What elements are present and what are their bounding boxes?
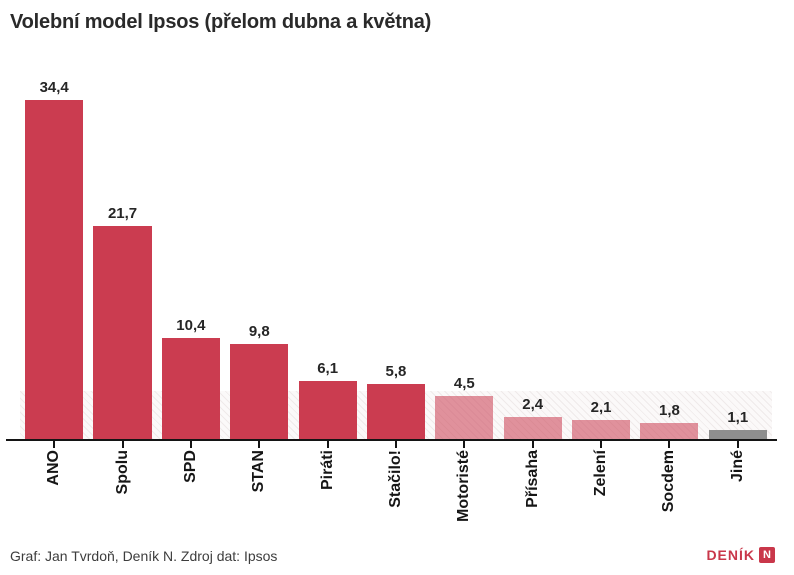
axis-tick xyxy=(736,441,739,448)
bar xyxy=(366,384,426,441)
logo-wordmark: DENÍK xyxy=(706,547,755,563)
tick-cell xyxy=(635,441,703,448)
bar xyxy=(708,430,767,441)
x-label-cell: Spolu xyxy=(88,450,156,546)
x-label-cell: Jiné xyxy=(704,450,772,546)
bar-slot: 1,8 xyxy=(635,75,703,441)
x-axis-ticks xyxy=(20,441,772,448)
bar-value-label: 2,4 xyxy=(522,396,544,413)
axis-tick xyxy=(668,441,671,448)
bars-container: 34,4 21,7 10,4 9,8 6,1 5,8 4,5 2,4 2,1 1,8 1,1 xyxy=(20,75,772,441)
tick-cell xyxy=(362,441,430,448)
bar-value-label: 1,1 xyxy=(727,409,749,426)
bar xyxy=(93,226,152,441)
bar-slot: 34,4 xyxy=(20,75,88,441)
x-label-cell: SPD xyxy=(157,450,225,546)
x-label-cell: Zelení xyxy=(567,450,635,546)
axis-tick xyxy=(258,441,261,448)
plot-area: 34,4 21,7 10,4 9,8 6,1 5,8 4,5 2,4 2,1 1,8 1,1 xyxy=(20,75,772,441)
x-axis-label: STAN xyxy=(250,450,268,493)
bar xyxy=(298,381,357,441)
x-label-cell: Piráti xyxy=(293,450,361,546)
footer-credit: Graf: Jan Tvrdoň, Deník N. Zdroj dat: Ip… xyxy=(10,548,278,564)
tick-cell xyxy=(225,441,293,448)
tick-cell xyxy=(499,441,567,448)
bar-value-label: 9,8 xyxy=(248,323,270,340)
tick-cell xyxy=(430,441,498,448)
x-axis-label: Jiné xyxy=(728,450,746,483)
bar-slot: 6,1 xyxy=(293,75,361,441)
chart-title: Volební model Ipsos (přelom dubna a květ… xyxy=(10,11,432,33)
x-label-cell: Socdem xyxy=(635,450,703,546)
axis-tick xyxy=(189,441,192,448)
axis-tick xyxy=(326,441,329,448)
axis-tick xyxy=(53,441,56,448)
bar xyxy=(161,338,220,441)
x-axis-label: Motoristé xyxy=(455,450,473,522)
bar-value-label: 5,8 xyxy=(385,363,407,380)
logo-n-badge: N xyxy=(759,547,775,563)
bar-slot: 2,1 xyxy=(567,75,635,441)
x-axis-line xyxy=(6,439,777,441)
x-axis-label: Spolu xyxy=(113,450,131,495)
bar-value-label: 10,4 xyxy=(176,317,206,334)
axis-tick xyxy=(121,441,124,448)
x-axis-label: Přísaha xyxy=(523,450,541,508)
x-axis-labels: ANO Spolu SPD STAN Piráti Stačilo! Motoristé Př… xyxy=(20,450,772,546)
bar-value-label: 1,8 xyxy=(658,402,680,419)
tick-cell xyxy=(20,441,88,448)
x-label-cell: Přísaha xyxy=(499,450,567,546)
x-axis-label: Stačilo! xyxy=(386,450,404,508)
bar-value-label: 4,5 xyxy=(453,375,475,392)
tick-cell xyxy=(567,441,635,448)
bar xyxy=(640,423,699,441)
denik-n-logo: DENÍK N xyxy=(706,547,775,563)
bar-slot: 5,8 xyxy=(362,75,430,441)
bar-slot: 2,4 xyxy=(499,75,567,441)
bar-slot: 9,8 xyxy=(225,75,293,441)
bar-slot: 10,4 xyxy=(157,75,225,441)
bar-slot: 1,1 xyxy=(704,75,772,441)
bar-slot: 21,7 xyxy=(88,75,156,441)
bar xyxy=(572,420,631,441)
x-axis-label: Socdem xyxy=(660,450,678,513)
axis-tick xyxy=(600,441,603,448)
bar xyxy=(25,100,84,441)
tick-cell xyxy=(157,441,225,448)
bar-value-label: 2,1 xyxy=(590,399,612,416)
bar-value-label: 34,4 xyxy=(39,79,69,96)
x-label-cell: ANO xyxy=(20,450,88,546)
bar-value-label: 21,7 xyxy=(107,205,138,222)
x-label-cell: Motoristé xyxy=(430,450,498,546)
bar xyxy=(230,344,289,441)
tick-cell xyxy=(293,441,361,448)
x-label-cell: STAN xyxy=(225,450,293,546)
x-label-cell: Stačilo! xyxy=(362,450,430,546)
axis-tick xyxy=(463,441,466,448)
axis-tick xyxy=(394,441,397,448)
tick-cell xyxy=(704,441,772,448)
bar xyxy=(503,417,562,441)
tick-cell xyxy=(88,441,156,448)
x-axis-label: Piráti xyxy=(318,450,336,491)
axis-tick xyxy=(531,441,534,448)
bar xyxy=(435,396,494,441)
bar-value-label: 6,1 xyxy=(317,360,339,377)
x-axis-label: ANO xyxy=(45,450,63,486)
x-axis-label: SPD xyxy=(181,450,199,483)
x-axis-label: Zelení xyxy=(592,450,610,497)
bar-slot: 4,5 xyxy=(430,75,498,441)
